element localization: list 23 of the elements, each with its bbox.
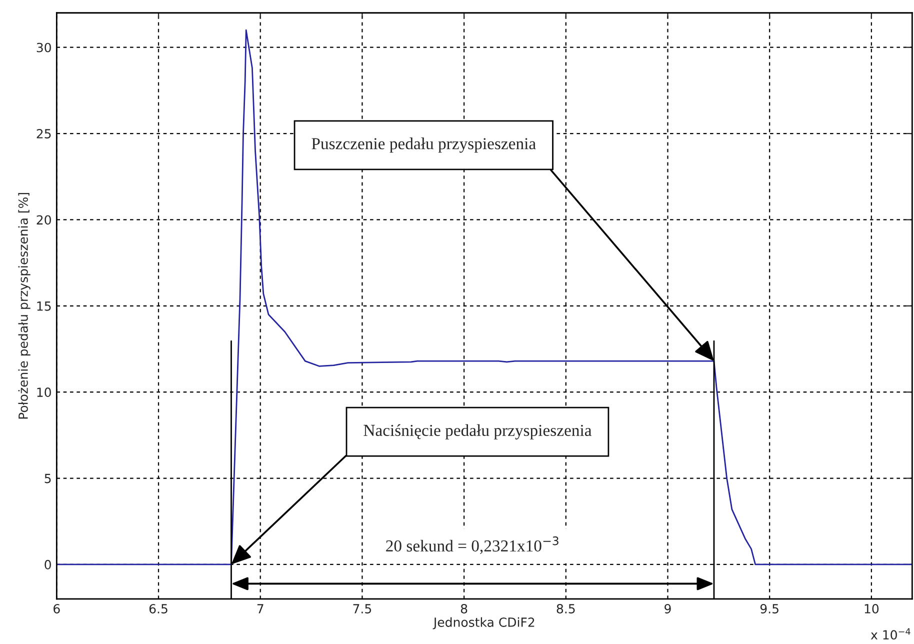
- annotation: Naciśnięcie pedału przyspieszenia: [364, 424, 592, 440]
- x-tick-label: 9: [664, 604, 671, 614]
- x-tick-label: 8: [460, 604, 468, 614]
- line-series: [56, 29, 912, 566]
- y-tick-label: 30: [36, 42, 51, 52]
- x-tick-label: 10: [864, 604, 879, 614]
- y-tick-label: 25: [36, 129, 51, 138]
- annotation: 20 sekund = 0,2321x10$^{−3}$: [386, 536, 558, 554]
- y-axis-title: Położenie pedału przyspieszenia [%]: [18, 192, 30, 419]
- y-tick-label: 20: [36, 215, 51, 225]
- y-tick-label: 0: [44, 560, 51, 570]
- y-tick-label: 15: [37, 302, 51, 311]
- x-tick-label: 6.5: [149, 604, 168, 614]
- x-tick-label: 9.5: [760, 604, 778, 614]
- y-tick-label: 5: [44, 474, 51, 484]
- y-tick-label: 10: [37, 388, 51, 398]
- annotation: Puszczenie pedału przyspieszenia: [312, 138, 536, 153]
- x-tick-label: 7.5: [353, 604, 372, 614]
- x-tick-label: 7: [257, 604, 264, 614]
- text: x 10$^{−4}$: [870, 628, 910, 640]
- x-tick-label: 6: [54, 604, 60, 614]
- x-axis-title: Jednostka CDiF2: [432, 617, 534, 630]
- x-tick-label: 8.5: [556, 604, 575, 614]
